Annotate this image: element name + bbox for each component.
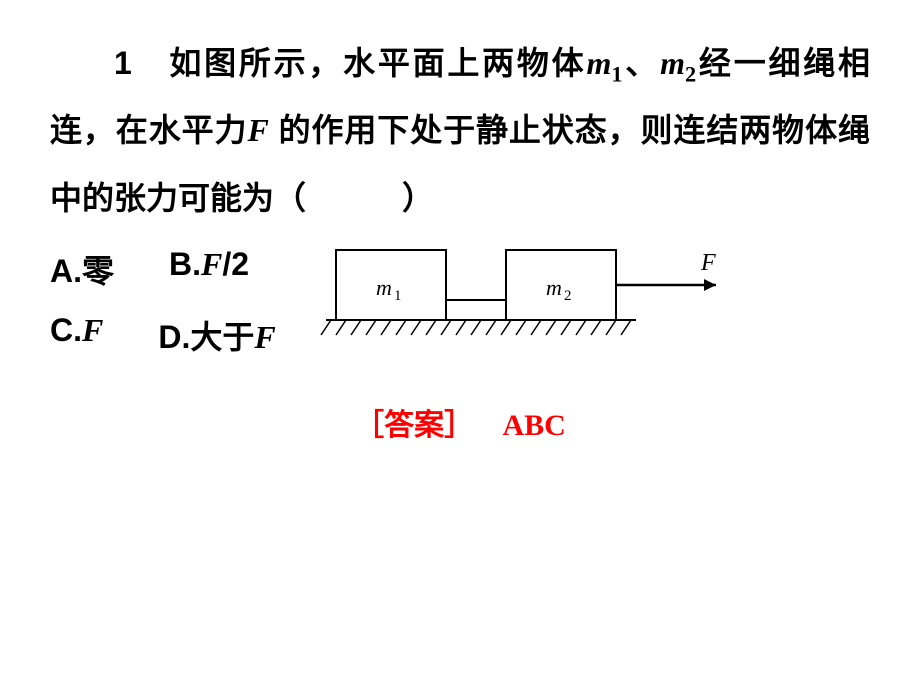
answer-line: ［答案］ ABC [50,400,870,444]
box2-label: m [546,275,562,300]
option-C: C.F [50,312,103,358]
var-F: F [247,112,268,148]
var-m2: m [660,45,685,81]
sub-1: 1 [611,61,622,86]
options-row: A.零 B.F/2 C.F D.大于F m 1 m [50,240,870,365]
option-B: B.F/2 [169,246,249,292]
options-col: A.零 B.F/2 C.F D.大于F [50,246,276,358]
box2-sub: 2 [564,288,572,304]
diagram-container: m 1 m 2 F [316,240,736,365]
sub-2: 2 [685,61,696,86]
sep: 、 [623,45,661,81]
question-number: 1 [114,45,132,81]
answer-label: ［答案］ [354,409,474,442]
question-text: 1 如图所示，水平面上两物体m1、m2经一细绳相连，在水平力F 的作用下处于静止… [50,30,870,232]
physics-diagram: m 1 m 2 F [316,240,736,360]
option-line-1: A.零 B.F/2 [50,246,276,292]
answer-value: ABC [503,409,566,442]
q-text-1: 如图所示，水平面上两物体 [169,45,586,81]
var-m1: m [586,45,611,81]
box1-label: m [376,275,392,300]
option-line-2: C.F D.大于F [50,312,276,358]
option-D: D.大于F [158,312,275,358]
ground-hatching [321,320,631,335]
box1-sub: 1 [394,288,402,304]
force-label: F [700,250,716,276]
option-A: A.零 [50,246,114,292]
force-arrowhead [704,279,716,291]
